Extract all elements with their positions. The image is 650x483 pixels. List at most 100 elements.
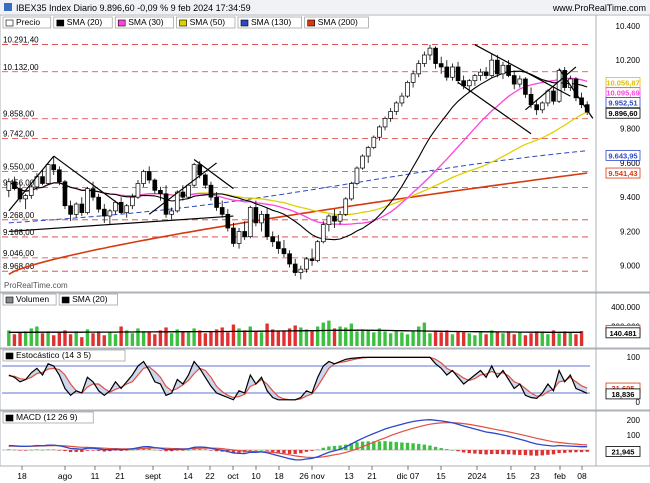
- candle: [276, 241, 281, 249]
- legend-box: [53, 16, 113, 29]
- macd-histogram-bar: [456, 450, 460, 452]
- volume-bar: [568, 332, 573, 346]
- volume-bar: [192, 328, 196, 346]
- candle: [219, 207, 225, 215]
- x-tick-label: oct: [227, 471, 239, 481]
- candle: [113, 201, 118, 212]
- macd-histogram-bar: [534, 450, 539, 456]
- source-label: www.ProRealTime.com: [552, 3, 646, 13]
- candle: [483, 71, 489, 76]
- macd-histogram-bar: [46, 449, 50, 450]
- legend-label-4: SMA (130): [251, 17, 291, 27]
- macd-histogram-bar: [321, 447, 325, 450]
- macd-histogram-bar: [540, 450, 544, 456]
- tick-label: 100: [627, 353, 641, 362]
- macd-histogram-bar: [113, 450, 118, 451]
- candle: [163, 193, 169, 215]
- legend-label-0: Estocástico (14 3 5): [16, 350, 91, 360]
- candle: [264, 213, 270, 237]
- candle: [174, 191, 180, 212]
- volume-bar: [523, 335, 528, 346]
- volume-bar: [405, 334, 410, 346]
- macd-histogram-bar: [473, 450, 477, 454]
- trend-line: [53, 155, 122, 207]
- volume-bar: [198, 330, 202, 346]
- volume-bar: [102, 335, 106, 346]
- legend-label-3: SMA (50): [190, 17, 226, 27]
- volume-bar: [68, 334, 73, 346]
- volume-bar: [7, 330, 11, 346]
- candle: [6, 181, 12, 191]
- candle: [68, 205, 73, 215]
- macd-histogram-bar: [80, 450, 84, 452]
- x-tick-label: 21: [367, 471, 377, 481]
- support-level-label: 9.456,00: [3, 179, 35, 188]
- volume-bar: [164, 327, 168, 346]
- volume-bar: [484, 334, 488, 346]
- value-label: 9.643,95: [608, 151, 637, 160]
- macd-histogram-bar: [18, 450, 22, 451]
- legend-box: [237, 16, 303, 29]
- legend-label-0: Precio: [16, 17, 40, 27]
- candle: [62, 181, 68, 207]
- macd-histogram-bar: [439, 448, 443, 450]
- volume-bar: [282, 330, 286, 346]
- macd-histogram-bar: [551, 450, 556, 455]
- macd-histogram-bar: [181, 450, 185, 451]
- x-tick-label: 10: [251, 471, 261, 481]
- support-level-label: 9.742,00: [3, 130, 35, 139]
- macd-histogram-bar: [91, 450, 95, 451]
- legend-swatch: [240, 19, 249, 27]
- volume-bar: [158, 330, 163, 346]
- candle: [332, 215, 337, 222]
- legend-swatch: [56, 19, 65, 27]
- x-tick-label: 08: [577, 471, 587, 481]
- volume-bar: [433, 331, 438, 346]
- macd-histogram-bar: [125, 450, 129, 451]
- value-label: 10.056,87: [606, 78, 639, 87]
- sma20-line: [8, 70, 588, 241]
- macd-histogram-bar: [265, 450, 269, 451]
- x-tick-label: 15: [506, 471, 516, 481]
- volume-bar: [529, 333, 533, 346]
- price-panel[interactable]: 10.291,40 10.132,00 9.858,00 9.742,00 9.550,…: [0, 14, 650, 293]
- candle: [146, 171, 152, 181]
- x-tick-label: 23: [530, 471, 540, 481]
- macd-histogram-bar: [63, 450, 67, 452]
- volume-bar: [327, 320, 331, 346]
- macd-histogram-bar: [355, 442, 359, 450]
- value-label-box: [605, 107, 641, 119]
- support-level-label: 9.550,00: [3, 162, 35, 171]
- macd-histogram-bar: [169, 450, 174, 452]
- macd-histogram-bar: [153, 449, 157, 451]
- macd-histogram-bar: [130, 449, 135, 451]
- macd-histogram-bar: [400, 442, 404, 450]
- volume-bar: [394, 330, 398, 346]
- volume-bar: [35, 326, 39, 346]
- candle: [405, 82, 410, 97]
- macd-histogram-bar: [417, 443, 421, 450]
- volume-bar: [125, 330, 129, 346]
- candle: [23, 195, 28, 200]
- candle: [349, 183, 354, 200]
- support-level-label: 10.291,40: [3, 35, 39, 44]
- macd-histogram-bar: [523, 450, 528, 456]
- candle: [236, 231, 242, 244]
- volume-bar: [119, 326, 123, 346]
- legend-swatch: [179, 19, 187, 27]
- panel-frame: [0, 14, 650, 293]
- candle: [130, 196, 135, 207]
- volume-bar: [57, 332, 62, 346]
- macd-histogram-bar: [52, 449, 56, 450]
- candle: [427, 47, 433, 56]
- candle: [315, 241, 320, 261]
- macd-histogram-bar: [57, 450, 62, 451]
- stochastic-fill: [8, 357, 588, 400]
- volume-bar: [428, 333, 432, 346]
- candle: [186, 184, 191, 198]
- candle: [517, 78, 523, 85]
- macd-histogram-bar: [490, 450, 494, 455]
